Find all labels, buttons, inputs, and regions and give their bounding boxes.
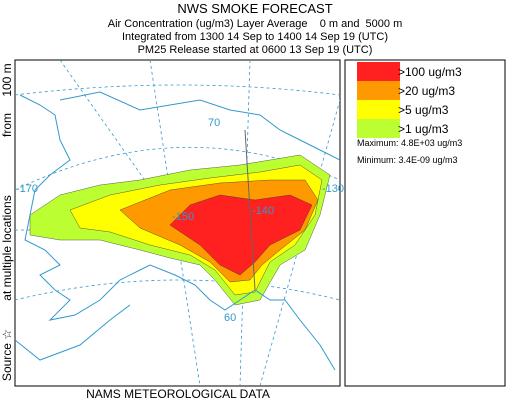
legend: Maximum: 4.8E+03 ug/m3 Minimum: 3.4E-09 … xyxy=(344,59,506,387)
legend-swatch xyxy=(357,119,400,138)
subtitle: PM25 Release started at 0600 13 Sep 19 (… xyxy=(138,44,373,56)
map-label: 60 xyxy=(224,312,236,324)
legend-label: >1 ug/m3 xyxy=(398,122,449,136)
legend-label: >20 ug/m3 xyxy=(398,84,455,98)
subtitle: Air Concentration (ug/m3) Layer Average … xyxy=(108,18,403,30)
side-label: Source ☆ at multiple locations from 100 … xyxy=(0,63,14,381)
legend-label: >100 ug/m3 xyxy=(398,65,462,79)
side-text: Source ☆ xyxy=(0,329,14,381)
legend-swatch xyxy=(357,100,400,119)
map-label: -170 xyxy=(16,183,38,195)
legend-max: Maximum: 4.8E+03 ug/m3 xyxy=(357,138,462,148)
graticule xyxy=(15,146,340,191)
map-label: -150 xyxy=(172,211,194,223)
graticule xyxy=(15,84,340,96)
legend-swatch xyxy=(357,62,400,81)
subtitle: Integrated from 1300 14 Sep to 1400 14 S… xyxy=(122,31,388,43)
map-label: 70 xyxy=(208,117,220,129)
graticule xyxy=(59,60,181,231)
side-text: 100 m xyxy=(0,63,14,96)
map: 70 -170 -150 -140 -130 60 xyxy=(14,59,344,387)
title: NWS SMOKE FORECAST xyxy=(177,1,332,16)
map-label: -130 xyxy=(322,183,344,195)
coastline xyxy=(15,304,131,361)
map-label: -140 xyxy=(252,205,274,217)
graticule xyxy=(15,279,340,301)
legend-swatch xyxy=(357,81,400,100)
footer: NAMS METEOROLOGICAL DATA xyxy=(86,387,270,401)
border xyxy=(244,129,256,291)
legend-label: >5 ug/m3 xyxy=(398,103,449,117)
graticule xyxy=(259,99,340,386)
coastline xyxy=(59,91,340,161)
side-text: at multiple locations xyxy=(0,195,14,300)
legend-min: Minimum: 3.4E-09 ug/m3 xyxy=(357,155,458,165)
plume xyxy=(169,194,313,276)
side-text: from xyxy=(0,113,14,137)
